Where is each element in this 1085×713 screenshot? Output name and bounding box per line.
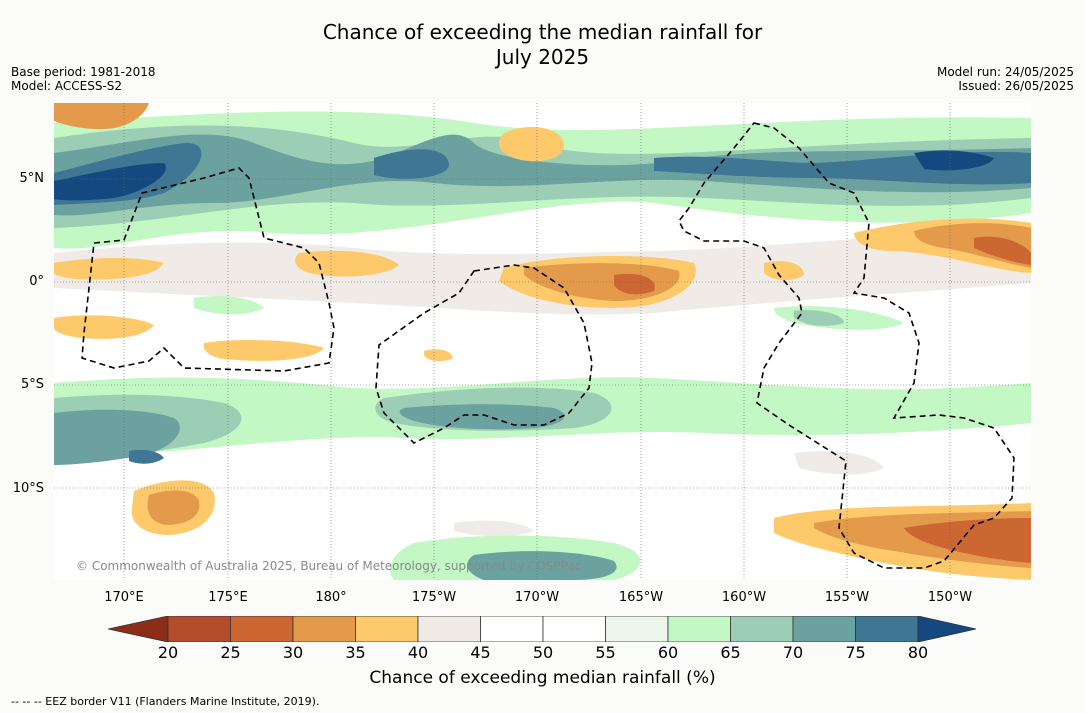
dry-patch-south-west: [54, 315, 154, 339]
colorbar-tick-label: 60: [657, 643, 679, 662]
dry-patch-equator-west: [54, 258, 164, 280]
wet-band-north-80: [54, 142, 1031, 205]
copyright-notice: © Commonwealth of Australia 2025, Bureau…: [76, 559, 582, 573]
wet-band-south-80: [129, 449, 164, 464]
dry-patch-nw: [54, 103, 149, 130]
colorbar-segments: [167, 616, 919, 642]
base-period: Base period: 1981-2018: [11, 65, 156, 79]
dry-patch-south-west-b: [203, 340, 324, 361]
rainfall-map: © Commonwealth of Australia 2025, Bureau…: [54, 103, 1031, 580]
colorbar-tick-label: 25: [220, 643, 241, 662]
colorbar-tick-label: 40: [407, 643, 429, 662]
colorbar-tick-label: 30: [282, 643, 304, 662]
colorbar-segment: [230, 616, 294, 642]
colorbar-high-arrow: [917, 616, 977, 642]
wet-band-north-75: [54, 134, 1031, 216]
lat-label-5s: 5°S: [20, 377, 44, 392]
model-name: Model: ACCESS-S2: [11, 79, 123, 93]
colorbar-tick-label: 20: [157, 643, 179, 662]
lon-label-150w: 150°W: [927, 590, 973, 605]
eez-borders: [81, 122, 1015, 569]
lat-label-5n: 5°N: [19, 171, 45, 186]
issued-date: Issued: 26/05/2025: [958, 79, 1074, 93]
lon-label-160w: 160°W: [721, 590, 767, 605]
lon-label-175w: 175°W: [411, 590, 457, 605]
colorbar-tick-label: 55: [595, 643, 616, 662]
dry-patch-sw-30: [147, 490, 200, 525]
colorbar-segment: [542, 616, 606, 642]
colorbar-tick-label: 65: [720, 643, 741, 662]
dry-patch-equator-east-25: [974, 236, 1031, 265]
colorbar-low-arrow: [108, 616, 169, 642]
colorbar-segment: [417, 616, 481, 642]
colorbar-tick-label: 50: [532, 643, 554, 662]
colorbar-tick-label: 80: [907, 643, 929, 662]
dry-patch-equator-center-25: [614, 273, 655, 295]
colorbar-segment: [667, 616, 731, 642]
colorbar-tick-label: 45: [470, 643, 491, 662]
lon-label-155w: 155°W: [824, 590, 870, 605]
run-info: Model run: 24/05/2025 Issued: 26/05/2025: [937, 65, 1074, 93]
model-run-date: Model run: 24/05/2025: [936, 65, 1074, 79]
dry-patch-equator-dateline: [295, 250, 399, 277]
colorbar: [108, 616, 977, 642]
dry-patch-south-small: [424, 349, 453, 362]
colorbar-segment: [292, 616, 356, 642]
wet-band-bottom-75: [467, 551, 617, 580]
lon-label-175e: 175°E: [208, 590, 248, 605]
lon-label-180: 180°: [315, 590, 347, 605]
colorbar-segment: [792, 616, 856, 642]
colorbar-tick-label: 70: [782, 643, 804, 662]
dry-patch-n-center: [498, 127, 565, 162]
colorbar-title: Chance of exceeding median rainfall (%): [369, 668, 716, 688]
dry-patch-se-25: [904, 518, 1031, 563]
lat-label-0: 0°: [29, 274, 44, 289]
title-line-1: Chance of exceeding the median rainfall …: [322, 20, 763, 44]
title-line-2: July 2025: [495, 45, 590, 69]
colorbar-segment: [167, 616, 231, 642]
colorbar-segment: [355, 616, 419, 642]
colorbar-tick-label: 35: [345, 643, 366, 662]
green-patch-south: [194, 296, 904, 330]
lon-label-170w: 170°W: [514, 590, 560, 605]
lon-label-170e: 170°E: [104, 590, 144, 605]
colorbar-segment: [480, 616, 544, 642]
lon-label-165w: 165°W: [618, 590, 664, 605]
wet-band-south-75: [54, 404, 565, 465]
colorbar-segment: [855, 616, 919, 642]
colorbar-segment: [605, 616, 669, 642]
model-info: Base period: 1981-2018 Model: ACCESS-S2: [11, 65, 156, 93]
colorbar-tick-label: 75: [845, 643, 866, 662]
colorbar-segment: [730, 616, 794, 642]
graticule: [54, 103, 1031, 580]
teal-patch-south: [794, 310, 844, 326]
eez-footnote: -- -- -- EEZ border V11 (Flanders Marine…: [11, 695, 320, 708]
light-patch-south: [454, 451, 884, 537]
map-title: Chance of exceeding the median rainfall …: [0, 20, 1085, 70]
map-canvas: [54, 103, 1031, 580]
lat-label-10s: 10°S: [12, 481, 44, 496]
